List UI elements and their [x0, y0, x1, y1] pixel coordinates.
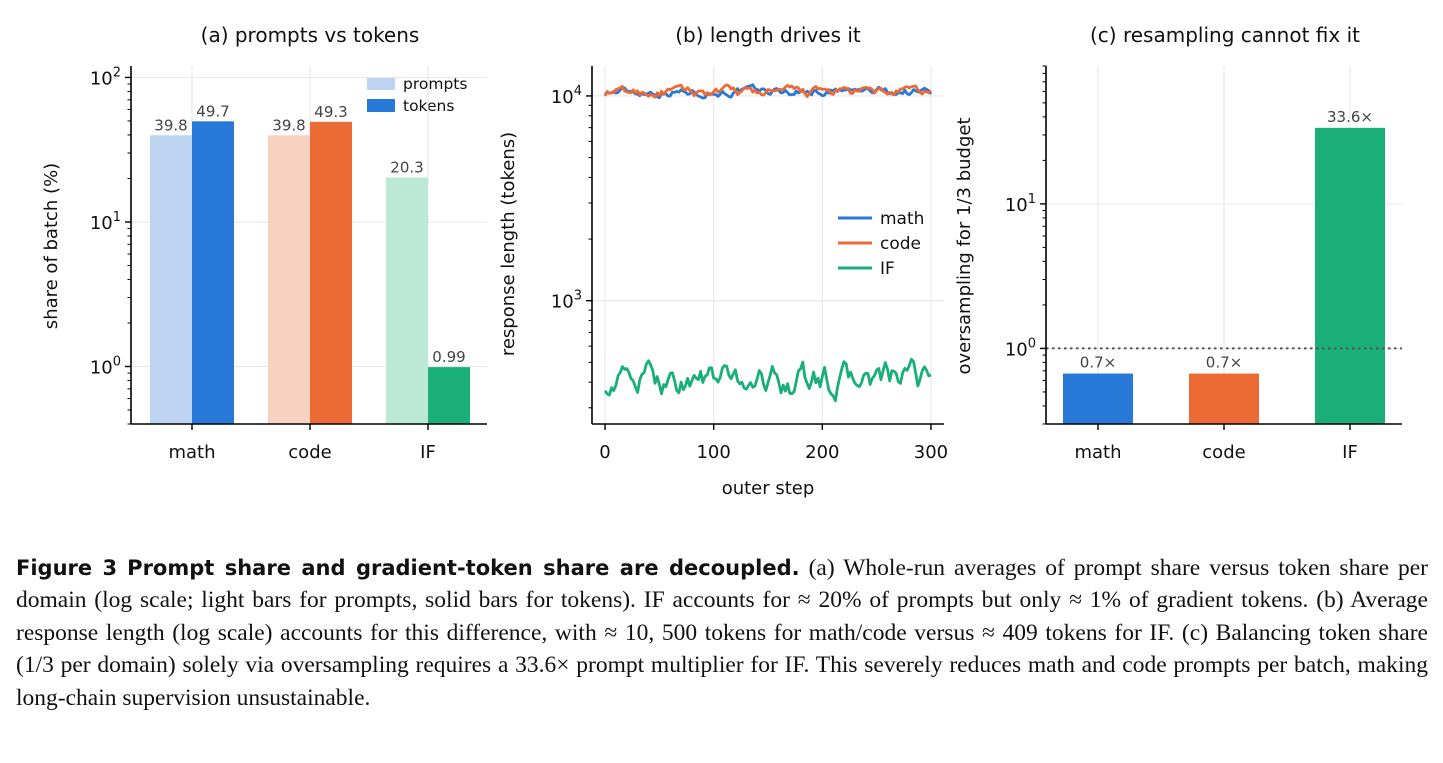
x-tick-label-b-300: 300: [914, 442, 948, 463]
y-tick-label-b-0: 103: [551, 289, 582, 313]
x-tick-label-c-IF: IF: [1342, 442, 1358, 463]
bar-label-tokens-math: 49.7: [196, 102, 229, 120]
figure-caption: Figure 3 Prompt share and gradient-token …: [16, 552, 1428, 714]
bar-label-oversampling-code: 0.7×: [1206, 354, 1242, 372]
caption-figure-label: Figure 3: [16, 556, 118, 580]
bar-oversampling-IF: [1315, 127, 1385, 425]
legend-swatch-tokens: [367, 99, 395, 112]
y-tick-label-a-0: 100: [90, 354, 121, 378]
panel-c-ylabel: oversampling for 1/3 budget: [954, 117, 975, 374]
panel-c-resampling: (c) resampling cannot fix it oversamplin…: [954, 23, 1402, 463]
series-line-code: [603, 83, 932, 99]
panel-b-xlabel: outer step: [722, 478, 815, 499]
series-line-IF: [603, 357, 932, 403]
bar-tokens-math: [192, 121, 234, 424]
bar-label-tokens-IF: 0.99: [432, 348, 465, 366]
y-tick-label-a-1: 101: [90, 210, 121, 234]
bar-label-prompts-IF: 20.3: [390, 159, 423, 177]
bar-prompts-code: [268, 135, 310, 425]
legend-label-math: math: [880, 209, 924, 229]
legend-label-prompts: prompts: [403, 75, 467, 93]
y-tick-label-c-1: 101: [1005, 192, 1036, 216]
figure: (a) prompts vs tokens share of batch (%)…: [41, 23, 1402, 499]
panel-b-ylabel: response length (tokens): [498, 132, 519, 356]
x-tick-label-b-100: 100: [696, 442, 730, 463]
panel-c-title: (c) resampling cannot fix it: [1090, 23, 1360, 47]
legend-swatch-prompts: [367, 77, 395, 90]
bar-tokens-IF: [428, 367, 470, 424]
panel-a-prompts-vs-tokens: (a) prompts vs tokens share of batch (%)…: [41, 23, 487, 463]
y-tick-label-a-2: 102: [90, 65, 121, 89]
panel-a-legend: prompts tokens: [367, 75, 467, 115]
bar-prompts-math: [150, 135, 192, 425]
legend-label-code: code: [880, 234, 921, 254]
x-tick-label-code: code: [288, 442, 331, 463]
x-tick-label-math: math: [168, 442, 215, 463]
legend-label-tokens: tokens: [403, 97, 454, 115]
x-tick-label-b-0: 0: [599, 442, 610, 463]
legend-label-IF: IF: [880, 259, 895, 279]
bar-label-prompts-code: 39.8: [272, 116, 305, 134]
panel-a-ylabel: share of batch (%): [41, 163, 62, 329]
panel-b-title: (b) length drives it: [675, 23, 861, 47]
bar-label-oversampling-math: 0.7×: [1080, 354, 1116, 372]
bar-prompts-IF: [386, 177, 428, 424]
y-tick-label-c-0: 100: [1005, 336, 1036, 360]
x-tick-label-b-200: 200: [805, 442, 839, 463]
bar-label-prompts-math: 39.8: [154, 116, 187, 134]
bar-label-oversampling-IF: 33.6×: [1327, 108, 1373, 126]
caption-body: (a) Whole-run averages of prompt share v…: [16, 555, 1429, 711]
x-tick-label-c-math: math: [1074, 442, 1121, 463]
panel-a-title: (a) prompts vs tokens: [201, 23, 420, 47]
x-tick-label-c-code: code: [1202, 442, 1245, 463]
y-tick-label-b-1: 104: [551, 84, 582, 108]
caption-heading: Prompt share and gradient-token share ar…: [127, 556, 800, 580]
bar-oversampling-math: [1063, 373, 1133, 424]
x-tick-label-IF: IF: [420, 442, 436, 463]
bar-label-tokens-code: 49.3: [314, 103, 347, 121]
panel-b-legend: math code IF: [838, 209, 924, 279]
panel-b-length-drives-it: (b) length drives it response length (to…: [498, 23, 948, 499]
bar-oversampling-code: [1189, 373, 1259, 424]
bar-tokens-code: [310, 121, 352, 424]
